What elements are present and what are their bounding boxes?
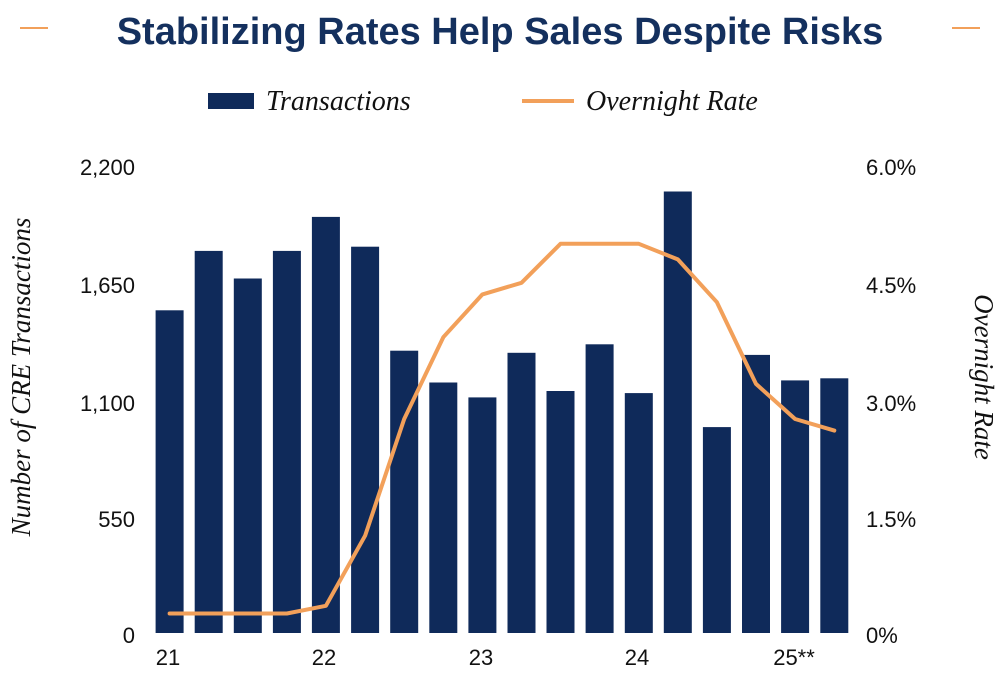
x-tick-label: 23: [469, 645, 493, 670]
y-tick-label-right: 6.0%: [866, 155, 916, 180]
y-tick-label-right: 1.5%: [866, 507, 916, 532]
chart-title: Stabilizing Rates Help Sales Despite Ris…: [117, 11, 884, 53]
y-tick-label-left: 550: [98, 507, 135, 532]
bar-transactions: [586, 344, 614, 633]
legend-swatch-transactions: [208, 93, 254, 109]
bar-transactions: [625, 393, 653, 633]
x-tick-label: 24: [625, 645, 649, 670]
bar-transactions: [703, 427, 731, 633]
y-tick-label-right: 0%: [866, 623, 898, 648]
bar-transactions: [547, 391, 575, 633]
bar-transactions: [468, 397, 496, 633]
y-axis-title-left: Number of CRE Transactions: [6, 218, 36, 538]
legend-label-overnight-rate: Overnight Rate: [586, 86, 758, 117]
bar-transactions: [429, 383, 457, 634]
x-tick-label: 21: [156, 645, 180, 670]
x-tick-label: 22: [312, 645, 336, 670]
line-points-overnight-rate: [170, 244, 835, 614]
y-axis-right: 6.0% 4.5% 3.0% 1.5% 0%: [866, 155, 916, 648]
bar-transactions: [312, 217, 340, 633]
x-axis: 21 22 23 24 25**: [156, 645, 815, 670]
bar-transactions: [390, 351, 418, 633]
bar-transactions: [234, 279, 262, 634]
x-tick-label: 25**: [773, 645, 815, 670]
y-tick-label-left: 2,200: [80, 155, 135, 180]
bar-transactions: [195, 251, 223, 633]
y-tick-label-left: 0: [123, 623, 135, 648]
bar-transactions: [742, 355, 770, 633]
bar-series-transactions: [156, 192, 849, 634]
y-tick-label-left: 1,100: [80, 391, 135, 416]
line-series-overnight-rate: [170, 244, 835, 614]
y-tick-label-left: 1,650: [80, 273, 135, 298]
bar-transactions: [273, 251, 301, 633]
y-axis-title-right: Overnight Rate: [969, 294, 999, 460]
y-tick-label-right: 4.5%: [866, 273, 916, 298]
bar-transactions: [351, 247, 379, 633]
bar-transactions: [820, 378, 848, 633]
legend: Transactions Overnight Rate: [208, 86, 758, 117]
bar-transactions: [508, 353, 536, 633]
legend-label-transactions: Transactions: [266, 86, 411, 117]
y-tick-label-right: 3.0%: [866, 391, 916, 416]
y-axis-left: 2,200 1,650 1,100 550 0: [80, 155, 135, 648]
bar-transactions: [156, 310, 184, 633]
